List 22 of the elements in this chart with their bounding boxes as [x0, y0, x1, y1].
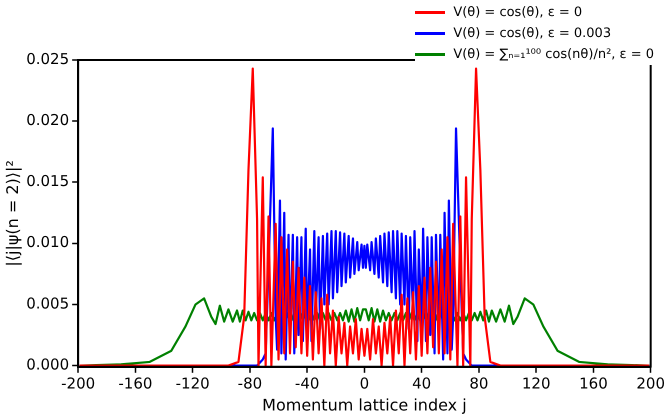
x-axis-title: Momentum lattice index j — [262, 396, 467, 415]
x-tick-label: 0 — [360, 374, 370, 393]
x-tick-label: -120 — [176, 374, 210, 393]
x-tick-label: -80 — [238, 374, 262, 393]
y-tick-label: 0.000 — [26, 355, 70, 374]
x-tick-label: 200 — [636, 374, 666, 393]
legend-label: V(θ) = cos(θ), ε = 0 — [453, 5, 582, 20]
y-tick-label: 0.015 — [26, 172, 70, 190]
x-tick-label: 40 — [412, 374, 432, 393]
x-tick-label: 160 — [579, 374, 608, 393]
x-tick-label: -160 — [118, 374, 152, 393]
legend-label: V(θ) = ∑ₙ₌₁¹⁰⁰ cos(nθ)/n², ε = 0 — [453, 47, 654, 62]
x-tick-label: -40 — [294, 374, 320, 393]
y-tick-label: 0.005 — [26, 294, 70, 312]
x-tick-label: 120 — [522, 374, 550, 393]
x-tick-label: -200 — [61, 374, 96, 393]
y-axis-title: |⟨j|ψ(n = 2)⟩|² — [2, 160, 22, 267]
y-tick-label: 0.025 — [26, 50, 70, 68]
y-tick-label: 0.010 — [26, 233, 70, 252]
x-tick-label: 80 — [469, 374, 488, 393]
y-tick-label: 0.020 — [26, 111, 70, 130]
legend-label: V(θ) = cos(θ), ε = 0.003 — [453, 26, 612, 41]
